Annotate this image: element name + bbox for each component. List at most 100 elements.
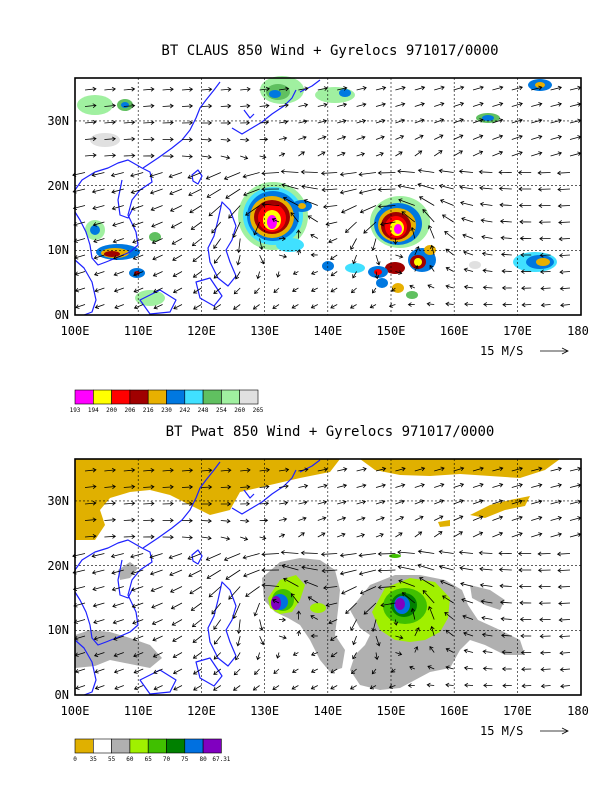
wind-arrow <box>462 614 474 620</box>
wind-arrow <box>511 515 523 521</box>
wind-arrow <box>531 134 543 140</box>
wind-arrow <box>395 118 405 124</box>
wind-arrow <box>112 238 124 244</box>
wind-arrow <box>325 602 338 608</box>
wind-arrow <box>460 200 474 206</box>
wind-arrow <box>130 172 144 178</box>
wind-arrow <box>272 599 280 604</box>
wind-arrow <box>298 102 309 108</box>
wind-arrow <box>114 685 124 691</box>
wind-arrow <box>325 221 338 227</box>
wind-arrow <box>483 683 493 688</box>
colorbar-label: 60 <box>126 756 134 763</box>
wind-arrow <box>434 85 445 91</box>
wind-arrow <box>422 589 435 604</box>
wind-arrow <box>550 151 563 157</box>
wind-arrow <box>539 633 551 639</box>
x-tick-label: 140E <box>313 324 342 338</box>
wind-arrow <box>414 102 425 107</box>
wind-arrow <box>349 685 357 690</box>
wind-arrow <box>374 271 380 280</box>
wind-arrow <box>375 466 387 472</box>
wind-arrow <box>414 646 419 653</box>
graticule <box>75 78 581 315</box>
wind-arrow <box>550 466 563 472</box>
wind-arrow <box>162 484 174 490</box>
wind-arrow <box>233 668 241 676</box>
wind-arrow <box>310 233 318 239</box>
wind-arrow <box>112 221 124 227</box>
wind-arrow <box>254 287 260 295</box>
wind-arrow <box>499 600 512 605</box>
wind-arrow <box>350 668 357 675</box>
wind-arrow <box>73 619 86 624</box>
wind-arrow <box>377 204 396 209</box>
wind-arrow <box>259 501 270 506</box>
wind-arrow <box>375 499 386 505</box>
wind-arrow <box>559 650 571 656</box>
wind-arrow <box>278 103 289 108</box>
wind-arrow <box>330 685 338 690</box>
wind-arrow <box>225 188 241 199</box>
wind-arrow <box>113 254 124 260</box>
wind-arrow <box>397 183 415 190</box>
wind-arrow <box>92 205 105 211</box>
wind-arrow <box>328 238 338 244</box>
wind-arrow <box>171 238 183 245</box>
wind-arrow <box>220 468 232 473</box>
wind-arrow <box>359 205 377 214</box>
wind-arrow <box>259 154 267 160</box>
wind-arrow <box>464 301 474 307</box>
wind-arrow <box>131 602 144 609</box>
wind-arrow <box>259 254 265 265</box>
wind-arrow <box>444 230 454 239</box>
wind-arrow <box>339 569 357 576</box>
wind-arrow <box>162 468 174 473</box>
wind-arrow <box>123 534 136 539</box>
wind-arrow <box>492 466 504 472</box>
wind-arrow <box>521 666 532 672</box>
wind-arrow <box>169 569 183 577</box>
wind-arrow <box>492 515 504 521</box>
wind-arrow <box>395 515 405 521</box>
y-tick-label: 30N <box>47 114 69 128</box>
x-axis-labels: 100E 110E 120E 130E 140E 150E 160E 170E … <box>61 324 589 338</box>
wind-arrow <box>397 168 415 174</box>
wind-arrow <box>188 188 202 197</box>
wind-arrow <box>225 569 241 580</box>
wind-arrow <box>130 569 144 576</box>
wind-arrow <box>232 221 241 239</box>
wind-arrow <box>91 188 105 194</box>
wind-arrow <box>172 254 183 261</box>
wind-arrow <box>330 304 338 309</box>
wind-arrow <box>193 685 202 691</box>
colorbar-swatch <box>166 389 186 405</box>
wind-arrow <box>511 118 523 124</box>
wind-arrow <box>479 201 493 207</box>
wind-arrow <box>428 605 435 620</box>
colorbar-swatch <box>129 738 149 754</box>
wind-arrow <box>393 238 398 245</box>
colorbar-label: 242 <box>179 407 190 414</box>
colorbar-label: 254 <box>216 407 227 414</box>
wind-arrow <box>92 586 105 592</box>
wind-arrow <box>84 517 97 523</box>
wind-arrow <box>292 287 299 292</box>
wind-arrow <box>152 271 163 277</box>
panel-title: BT Pwat 850 Wind + Gyrelocs 971017/0000 <box>166 424 495 440</box>
wind-arrow <box>356 483 367 489</box>
wind-arrow <box>434 482 445 488</box>
y-tick-label: 0N <box>55 688 69 702</box>
wind-arrow <box>143 484 155 490</box>
wind-arrow <box>93 254 105 260</box>
wind-arrow <box>206 569 222 579</box>
wind-arrow <box>453 101 465 107</box>
wind-arrow <box>104 484 116 490</box>
wind-arrow <box>104 534 117 539</box>
wind-arrow <box>93 635 105 641</box>
wind-arrow <box>259 103 270 109</box>
wind-arrow <box>464 682 474 688</box>
colorbar-swatch <box>129 389 149 405</box>
wind-arrow <box>153 685 163 691</box>
wind-arrow <box>375 533 384 538</box>
